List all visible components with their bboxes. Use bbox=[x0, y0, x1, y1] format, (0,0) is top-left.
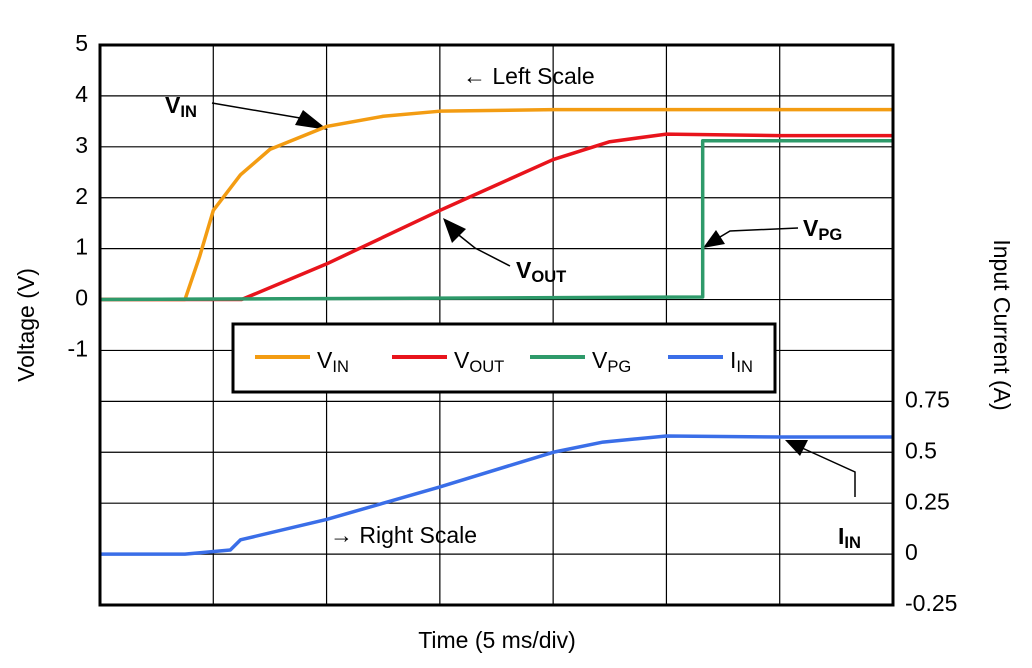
series-label: VPG bbox=[803, 215, 842, 244]
y2-axis-title: Input Current (A) bbox=[989, 239, 1015, 410]
y2-tick-label: -0.25 bbox=[905, 590, 957, 616]
y2-tick-label: 0.25 bbox=[905, 488, 950, 514]
y-tick-label: 2 bbox=[75, 183, 88, 209]
y-tick-label: 5 bbox=[75, 30, 88, 56]
y-tick-label: 1 bbox=[75, 234, 88, 260]
series-label: IIN bbox=[838, 523, 861, 552]
plot-area: VIN VOUT VPG IIN bbox=[98, 43, 895, 607]
series-line bbox=[100, 434, 893, 556]
y2-tick-label: 0 bbox=[905, 539, 918, 565]
plot-frame bbox=[98, 43, 895, 607]
y-tick-label: 3 bbox=[75, 132, 88, 158]
series-line bbox=[99, 138, 893, 302]
y-axis-title: Voltage (V) bbox=[13, 268, 39, 382]
legend-label: VOUT bbox=[454, 347, 504, 376]
series-label: VOUT bbox=[516, 257, 566, 286]
annotation: → Right Scale bbox=[330, 522, 477, 548]
y2-tick-label: 0.75 bbox=[905, 386, 950, 412]
y-tick-label: 0 bbox=[75, 285, 88, 311]
y-tick-label: 4 bbox=[75, 81, 88, 107]
y2-tick-label: 0.5 bbox=[905, 437, 937, 463]
legend-label: VPG bbox=[592, 347, 631, 376]
legend bbox=[231, 322, 777, 394]
legend-label: IIN bbox=[730, 347, 753, 376]
x-axis-title: Time (5 ms/div) bbox=[418, 627, 576, 653]
arrowheads bbox=[295, 110, 808, 456]
series-line bbox=[100, 107, 893, 302]
legend-label: VIN bbox=[317, 347, 349, 376]
series-line bbox=[100, 132, 893, 302]
y-tick-label: -1 bbox=[68, 336, 88, 362]
annotation: ← Left Scale bbox=[463, 63, 595, 89]
series-label: VIN bbox=[165, 92, 197, 121]
arrows bbox=[211, 102, 856, 497]
